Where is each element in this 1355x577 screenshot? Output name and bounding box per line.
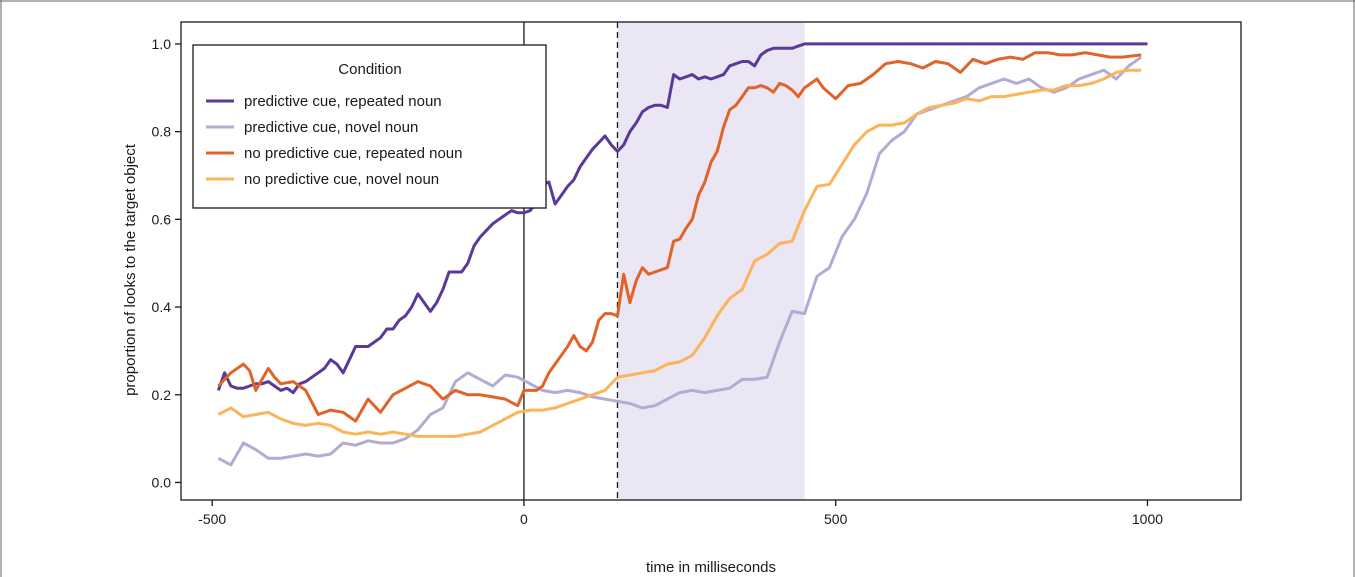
y-tick-label: 0.6 <box>152 211 172 227</box>
x-tick-label: -500 <box>198 511 226 527</box>
legend: Condition predictive cue, repeated nounp… <box>192 44 547 209</box>
x-axis-title: time in milliseconds <box>646 559 776 576</box>
y-axis-ticks: 0.0 0.2 0.4 0.6 0.8 1.0 <box>152 36 181 490</box>
y-tick-label: 0.0 <box>152 474 172 490</box>
legend-label: predictive cue, novel noun <box>244 119 418 136</box>
x-tick-label: 500 <box>824 511 848 527</box>
legend-label: predictive cue, repeated noun <box>244 93 442 110</box>
x-axis-ticks: -500 0 500 1000 <box>198 500 1163 527</box>
legend-label: no predictive cue, novel noun <box>244 171 439 188</box>
legend-label: no predictive cue, repeated noun <box>244 145 463 162</box>
legend-items: predictive cue, repeated noun predictive … <box>206 93 463 188</box>
y-tick-label: 0.4 <box>152 299 172 315</box>
series-line-3 <box>217 51 1142 423</box>
legend-box <box>192 44 547 209</box>
x-tick-label: 0 <box>520 511 528 527</box>
shaded-region-layer <box>617 22 805 500</box>
y-tick-label: 0.2 <box>152 387 172 403</box>
plot-panel-border <box>180 21 1242 501</box>
series-line-4 <box>217 68 1142 438</box>
series-line-1 <box>216 42 1148 395</box>
series-line-2 <box>217 55 1143 467</box>
x-tick-label: 1000 <box>1132 511 1163 527</box>
y-tick-label: 0.8 <box>152 124 172 140</box>
series-layer <box>216 42 1148 467</box>
y-tick-label: 1.0 <box>152 36 172 52</box>
legend-title: Condition <box>338 61 401 78</box>
shaded-region <box>617 22 805 500</box>
y-axis-title: proportion of looks to the target object <box>122 143 139 396</box>
